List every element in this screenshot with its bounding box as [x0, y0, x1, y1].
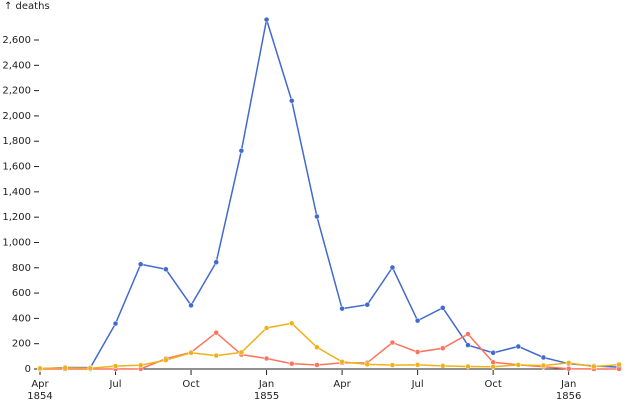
point: [465, 363, 471, 370]
point: [263, 16, 270, 23]
point: [314, 362, 320, 368]
point: [263, 325, 270, 331]
point: [263, 355, 270, 362]
point: [62, 365, 68, 371]
point: [515, 343, 522, 350]
point: [616, 361, 622, 368]
y-tick-label: 400: [12, 313, 31, 324]
point: [339, 305, 345, 312]
point: [440, 305, 446, 311]
point: [440, 363, 446, 369]
point: [364, 301, 371, 308]
point: [112, 320, 119, 327]
point: [490, 363, 496, 370]
point: [389, 362, 396, 368]
y-tick-label: 2,000: [2, 111, 31, 122]
point: [213, 352, 219, 359]
point: [213, 259, 219, 265]
point: [591, 363, 597, 370]
series-line: [39, 322, 620, 370]
y-tick-label: 1,400: [2, 187, 31, 198]
y-tick-label: 1,800: [2, 136, 31, 147]
point: [565, 360, 572, 366]
y-tick-label: 200: [12, 339, 31, 350]
point: [112, 363, 119, 369]
point: [314, 344, 320, 350]
x-tick-label: Oct: [182, 379, 199, 390]
x-tick-label: 1855: [254, 391, 279, 400]
x-tick-label: Jan: [560, 379, 576, 390]
point: [540, 354, 547, 361]
point: [137, 362, 144, 368]
series-line: [39, 19, 620, 370]
y-tick-label: 2,400: [2, 60, 31, 71]
point: [565, 365, 572, 372]
point: [414, 362, 421, 368]
y-tick-label: 1,000: [2, 237, 31, 248]
point: [364, 361, 371, 368]
y-tick-label: 0: [25, 364, 31, 375]
point: [414, 349, 421, 355]
x-tick-label: Jul: [411, 379, 424, 390]
y-tick-label: 800: [12, 263, 31, 274]
point: [288, 320, 295, 327]
point: [465, 342, 471, 348]
point: [163, 357, 169, 363]
series-line: [40, 331, 619, 370]
x-tick-label: Oct: [484, 379, 501, 390]
x-tick-label: 1856: [556, 391, 581, 400]
point: [238, 349, 245, 356]
point: [288, 360, 295, 367]
point: [213, 329, 219, 336]
y-tick-label: 1,200: [2, 212, 31, 223]
point: [137, 261, 144, 267]
point: [515, 362, 522, 368]
point: [414, 317, 421, 324]
point: [389, 264, 396, 271]
point: [314, 213, 320, 220]
point: [339, 359, 345, 365]
y-tick-label: 2,600: [2, 35, 31, 46]
x-tick-label: 1854: [27, 391, 52, 400]
point: [465, 331, 471, 337]
point: [163, 266, 169, 273]
y-tick-label: 1,600: [2, 162, 31, 173]
x-tick-label: Jul: [108, 379, 121, 390]
point: [288, 97, 295, 104]
point: [440, 345, 446, 351]
point: [238, 147, 245, 154]
y-tick-label: 2,200: [2, 86, 31, 97]
y-axis-label: ↑ deaths: [4, 1, 50, 12]
point: [540, 362, 547, 369]
point: [87, 365, 94, 371]
point: [389, 339, 396, 346]
point: [37, 365, 43, 372]
y-tick-label: 600: [12, 288, 31, 299]
x-tick-label: Apr: [31, 379, 49, 390]
x-tick-label: Jan: [258, 379, 274, 390]
point: [188, 350, 194, 356]
point: [490, 350, 496, 356]
point: [188, 302, 194, 309]
x-tick-label: Apr: [333, 379, 351, 390]
